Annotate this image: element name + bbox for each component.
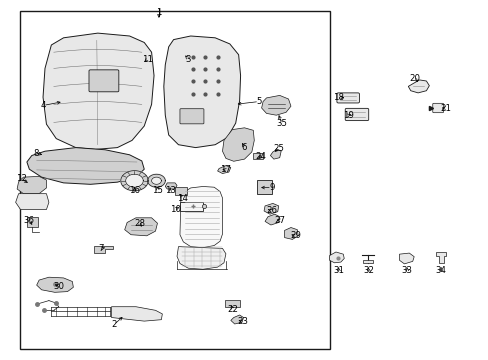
Text: 36: 36 <box>24 216 35 225</box>
Text: 34: 34 <box>435 266 446 275</box>
Text: 2: 2 <box>111 320 117 329</box>
Text: 19: 19 <box>342 111 353 120</box>
Polygon shape <box>284 228 298 239</box>
Text: 14: 14 <box>177 194 187 202</box>
FancyBboxPatch shape <box>432 103 443 113</box>
Polygon shape <box>329 252 344 263</box>
Polygon shape <box>124 218 157 236</box>
Polygon shape <box>222 128 254 161</box>
Text: 27: 27 <box>274 216 285 225</box>
Polygon shape <box>264 214 279 225</box>
Text: 3: 3 <box>185 55 191 64</box>
Text: 9: 9 <box>269 183 274 192</box>
Text: 17: 17 <box>220 166 231 175</box>
Polygon shape <box>264 203 278 214</box>
FancyBboxPatch shape <box>345 108 368 121</box>
Text: 24: 24 <box>255 152 265 161</box>
Text: 22: 22 <box>227 305 238 314</box>
Polygon shape <box>261 95 290 115</box>
Text: 6: 6 <box>241 143 247 152</box>
Text: 16: 16 <box>129 186 140 195</box>
Polygon shape <box>121 171 148 191</box>
Polygon shape <box>270 149 281 159</box>
Text: 15: 15 <box>152 186 163 195</box>
Text: 12: 12 <box>16 174 26 183</box>
Polygon shape <box>177 247 225 269</box>
Text: 25: 25 <box>273 144 284 153</box>
Polygon shape <box>147 174 165 187</box>
Bar <box>224 300 239 307</box>
Polygon shape <box>37 277 73 292</box>
Bar <box>20 11 329 349</box>
Text: 29: 29 <box>290 231 301 240</box>
Text: 26: 26 <box>265 206 276 215</box>
Text: 4: 4 <box>40 101 46 110</box>
Polygon shape <box>399 253 413 264</box>
Polygon shape <box>151 177 161 184</box>
Text: 30: 30 <box>53 282 64 291</box>
Bar <box>253 153 263 159</box>
Bar <box>362 260 372 263</box>
Text: 8: 8 <box>33 149 39 158</box>
Text: 10: 10 <box>169 204 180 214</box>
Text: 13: 13 <box>164 186 175 195</box>
Polygon shape <box>111 307 162 321</box>
Text: 18: 18 <box>333 93 344 102</box>
Text: 7: 7 <box>98 244 104 253</box>
FancyBboxPatch shape <box>336 93 359 103</box>
Bar <box>180 202 203 211</box>
Text: 23: 23 <box>237 317 248 326</box>
Polygon shape <box>217 166 230 174</box>
Polygon shape <box>125 174 143 187</box>
Polygon shape <box>435 252 445 263</box>
Polygon shape <box>94 246 113 253</box>
FancyBboxPatch shape <box>180 109 203 124</box>
Text: 35: 35 <box>276 119 286 128</box>
Text: 28: 28 <box>134 219 144 228</box>
Text: 33: 33 <box>401 266 412 275</box>
Text: 21: 21 <box>440 104 450 113</box>
Polygon shape <box>180 186 222 248</box>
Polygon shape <box>407 80 428 93</box>
Text: 20: 20 <box>408 74 419 83</box>
Bar <box>175 187 187 195</box>
Text: 31: 31 <box>333 266 344 275</box>
Polygon shape <box>17 176 46 194</box>
Polygon shape <box>165 183 177 189</box>
Text: 32: 32 <box>363 266 373 275</box>
FancyBboxPatch shape <box>89 70 119 92</box>
Polygon shape <box>16 194 49 210</box>
Text: 1: 1 <box>156 8 162 17</box>
Text: 11: 11 <box>142 55 153 64</box>
Polygon shape <box>163 36 240 148</box>
Bar <box>27 217 38 227</box>
Polygon shape <box>43 33 154 149</box>
Bar <box>256 180 272 194</box>
Polygon shape <box>27 148 144 184</box>
Text: 5: 5 <box>256 97 262 106</box>
Polygon shape <box>230 315 243 324</box>
